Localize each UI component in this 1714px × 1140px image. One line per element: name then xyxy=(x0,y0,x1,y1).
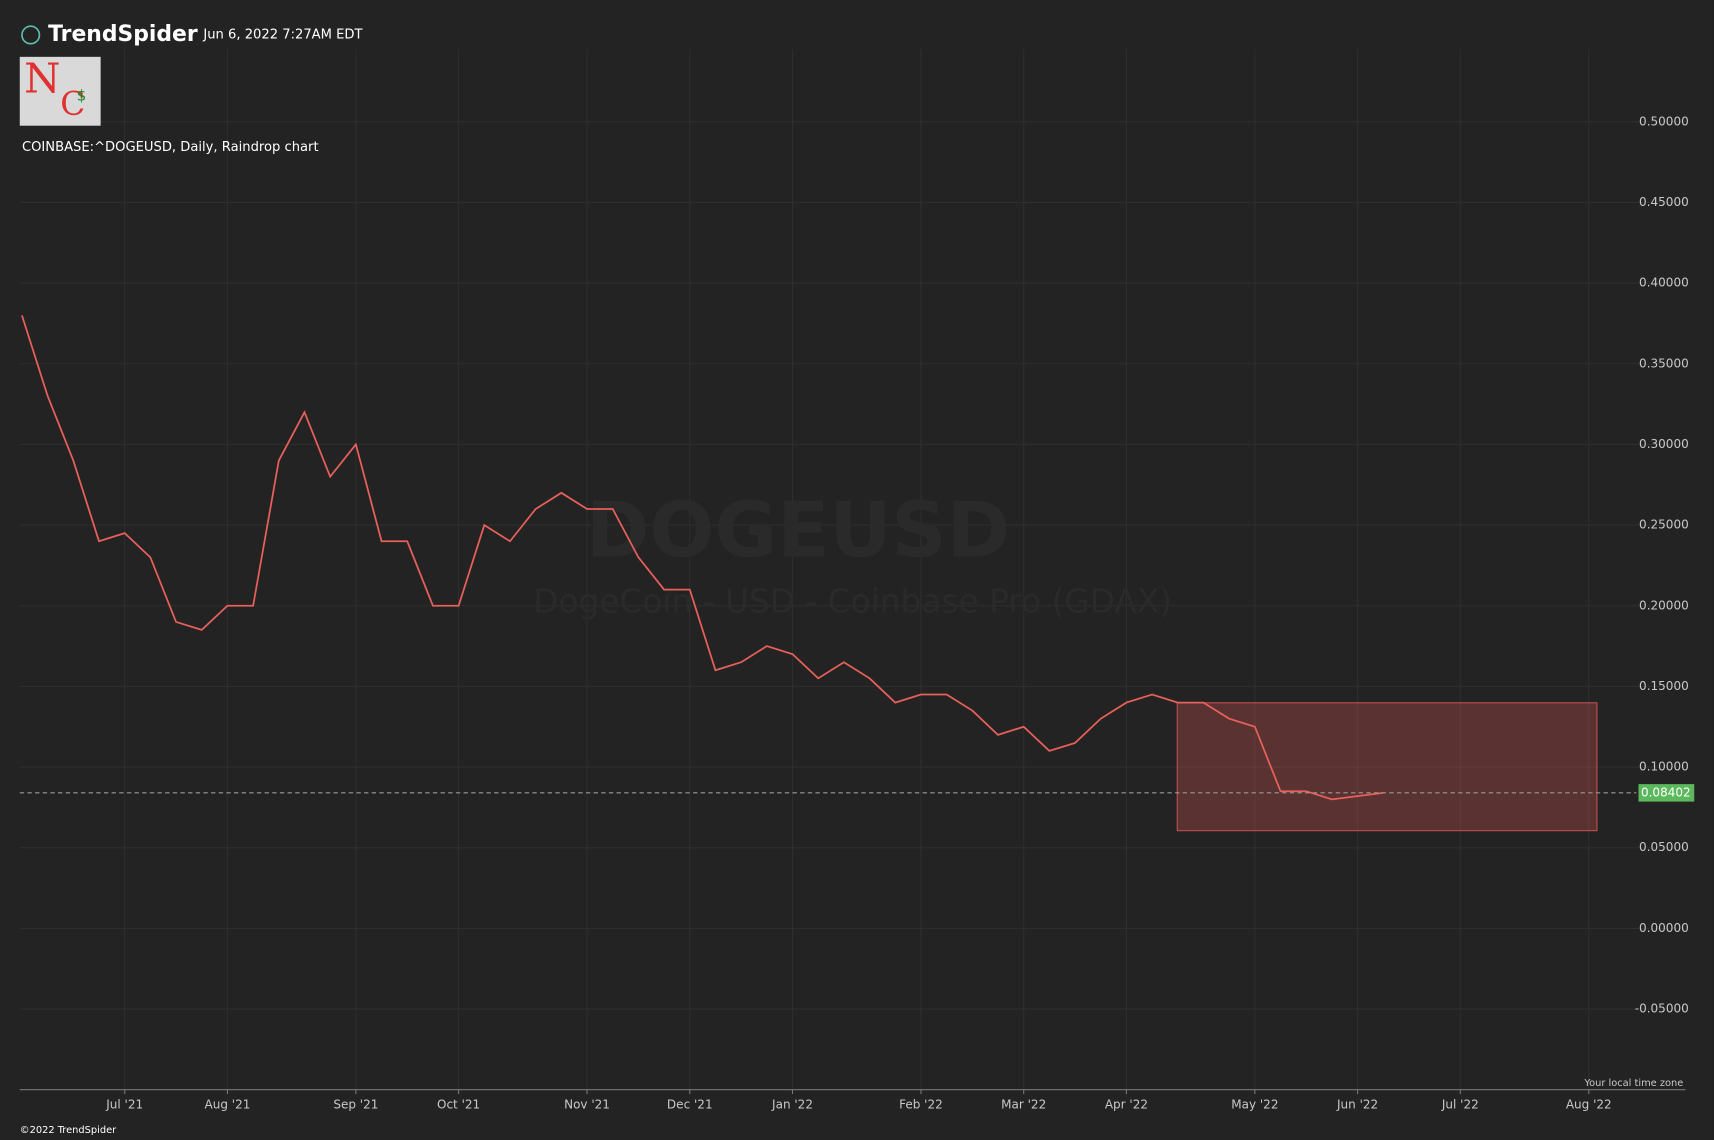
logo-letter: N xyxy=(24,53,60,102)
y-tick-label: 0.00000 xyxy=(1639,921,1689,935)
logo-letter: C xyxy=(60,85,85,123)
x-tick-label: Jun '22 xyxy=(1336,1098,1378,1112)
y-tick-label: -0.05000 xyxy=(1635,1002,1689,1016)
x-tick-label: Mar '22 xyxy=(1001,1098,1046,1112)
x-tick-label: May '22 xyxy=(1231,1098,1278,1112)
x-tick-label: Apr '22 xyxy=(1105,1098,1148,1112)
y-tick-label: 0.35000 xyxy=(1639,356,1689,370)
logo xyxy=(19,56,101,126)
y-tick-label: 0.05000 xyxy=(1639,840,1689,854)
chart-title: COINBASE:^DOGEUSD, Daily, Raindrop chart xyxy=(22,140,319,155)
x-tick-label: Aug '22 xyxy=(1566,1098,1612,1112)
watermark: DOGEUSD xyxy=(586,487,1010,576)
y-tick-label: 0.10000 xyxy=(1639,760,1689,774)
y-tick-label: 0.20000 xyxy=(1639,598,1689,612)
x-tick-label: Feb '22 xyxy=(899,1098,943,1112)
x-tick-label: Dec '21 xyxy=(667,1098,713,1112)
timestamp: Jun 6, 2022 7:27AM EDT xyxy=(202,27,363,42)
grid xyxy=(19,49,1686,1090)
logo-letter: $ xyxy=(77,87,87,105)
x-tick-label: Oct '21 xyxy=(437,1098,480,1112)
timezone-note: Your local time zone xyxy=(1583,1078,1683,1089)
y-tick-label: 0.15000 xyxy=(1639,679,1689,693)
copyright: ©2022 TrendSpider xyxy=(20,1125,117,1136)
current-price-label: 0.08402 xyxy=(1641,785,1691,799)
current-price-badge xyxy=(1638,784,1695,802)
x-tick-label: Aug '21 xyxy=(204,1098,250,1112)
watermark-subtitle: DogeCoin - USD - Coinbase Pro (GDAX) xyxy=(533,582,1172,620)
x-tick-label: Jul '22 xyxy=(1441,1098,1479,1112)
y-tick-label: 0.25000 xyxy=(1639,518,1689,532)
y-tick-label: 0.40000 xyxy=(1639,276,1689,290)
y-tick-label: 0.45000 xyxy=(1639,195,1689,209)
brand: TrendSpider Jun 6, 2022 7:27AM EDT xyxy=(21,22,364,47)
brand-icon xyxy=(21,25,41,45)
y-tick-label: 0.30000 xyxy=(1639,437,1689,451)
price-line xyxy=(21,315,1384,801)
brand-name: TrendSpider xyxy=(48,22,198,47)
x-tick-label: Sep '21 xyxy=(333,1098,378,1112)
plot xyxy=(19,315,1637,801)
y-tick-label: 0.50000 xyxy=(1639,114,1689,128)
x-tick-label: Nov '21 xyxy=(564,1098,610,1112)
x-tick-label: Jan '22 xyxy=(771,1098,813,1112)
x-tick-label: Jul '21 xyxy=(105,1098,143,1112)
